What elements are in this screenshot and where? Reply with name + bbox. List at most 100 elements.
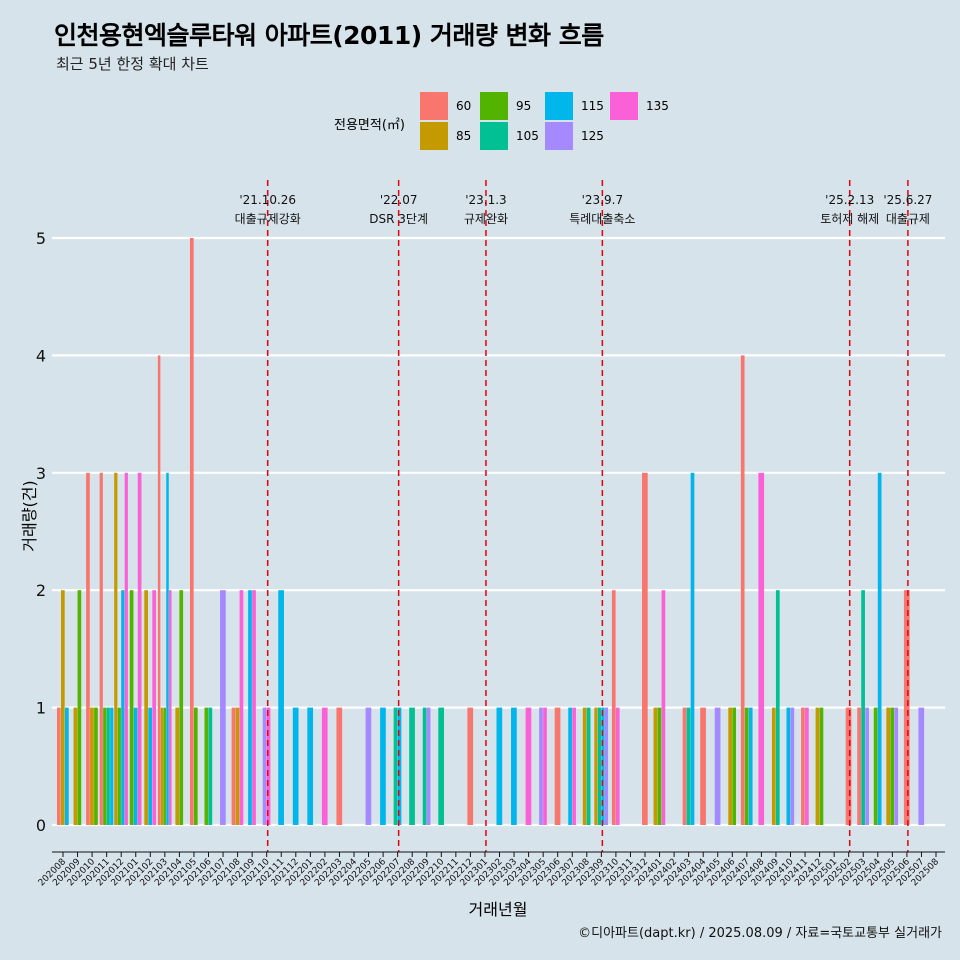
event-date-label: '22.07: [380, 193, 418, 207]
bar-105-202210: [438, 707, 444, 825]
bar-95-202406: [732, 707, 736, 825]
event-label: DSR 3단계: [369, 212, 428, 226]
bar-115-202403: [690, 472, 695, 825]
legend-swatch-95: [480, 92, 508, 120]
bar-135-202401: [661, 590, 666, 825]
bar-115-202206: [380, 707, 386, 825]
event-label: 토허제 해제: [820, 212, 879, 226]
bar-115-202111: [278, 590, 284, 825]
bar-115-202207: [397, 707, 402, 825]
bar-85-202108: [235, 707, 240, 825]
bar-85-202309: [594, 707, 598, 825]
bar-115-202011: [110, 707, 114, 825]
bar-115-202102: [148, 707, 152, 825]
y-tick-label: 0: [36, 816, 46, 835]
bar-60-202011: [99, 472, 103, 825]
bar-115-202303: [511, 707, 517, 825]
bar-135-202304: [525, 707, 532, 825]
bar-85-202401: [653, 707, 658, 825]
bar-105-202403: [686, 707, 691, 825]
bar-60-202506: [903, 590, 910, 825]
bar-85-202406: [728, 707, 732, 825]
chart-subtitle: 최근 5년 한정 확대 차트: [56, 55, 209, 73]
bar-115-202201: [307, 707, 314, 825]
bar-60-202008: [57, 707, 61, 825]
bar-125-202503: [865, 707, 869, 825]
bar-60-202203: [336, 707, 343, 825]
bar-125-202205: [365, 707, 372, 825]
event-label: 특례대출축소: [569, 212, 635, 226]
bar-135-202110: [266, 707, 271, 825]
bar-115-202008: [65, 707, 69, 825]
bar-115-202101: [133, 707, 138, 825]
legend-label-105: 105: [516, 129, 539, 143]
bar-60-202404: [700, 707, 706, 825]
legend-label-85: 85: [456, 129, 472, 143]
bar-95-202012: [117, 707, 121, 825]
bar-95-202407: [744, 707, 749, 825]
bar-60-202103: [157, 355, 161, 825]
bar-115-202407: [748, 707, 753, 825]
event-date-label: '25.2.13: [825, 193, 874, 207]
bar-135-202109: [252, 590, 256, 825]
bar-95-202504: [873, 707, 878, 825]
event-label: 대출규제강화: [235, 212, 301, 226]
bar-85-202010: [90, 707, 94, 825]
bar-60-202312: [642, 472, 648, 825]
event-date-label: '25.6.27: [883, 193, 932, 207]
bar-85-202412: [815, 707, 820, 825]
y-tick-label: 1: [36, 699, 46, 718]
legend-label-115: 115: [581, 99, 604, 113]
bar-95-202105: [193, 707, 198, 825]
event-label: 대출규제: [886, 212, 930, 226]
bar-95-202505: [890, 707, 895, 825]
bar-135-202108: [239, 590, 244, 825]
bar-115-202410: [786, 707, 791, 825]
bar-95-202412: [819, 707, 824, 825]
bar-115-202504: [877, 472, 882, 825]
bar-115-202112: [292, 707, 299, 825]
bar-60-202105: [189, 238, 194, 825]
bar-105-202503: [861, 590, 865, 825]
bar-125-202209: [426, 707, 431, 825]
bar-95-202401: [657, 707, 662, 825]
bar-125-202405: [714, 707, 721, 825]
bar-60-202306: [554, 707, 561, 825]
bar-95-202010: [94, 707, 98, 825]
bar-125-202410: [790, 707, 795, 825]
bar-115-202012: [121, 590, 125, 825]
event-date-label: '23.9.7: [582, 193, 623, 207]
bar-60-202310: [611, 590, 616, 825]
bar-85-202104: [175, 707, 180, 825]
y-tick-label: 3: [36, 464, 46, 483]
bar-60-202503: [857, 707, 861, 825]
legend-swatch-60: [420, 92, 448, 120]
bar-125-202305: [539, 707, 543, 825]
bar-60-202212: [467, 707, 474, 825]
bar-60-202108: [231, 707, 236, 825]
bar-60-202403: [682, 707, 687, 825]
bar-135-202408: [758, 472, 765, 825]
legend-title: 전용면적(㎡): [334, 118, 405, 133]
bar-125-202507: [918, 707, 925, 825]
bar-85-202008: [61, 590, 65, 825]
source-caption: ©디아파트(dapt.kr) / 2025.08.09 / 자료=국토교통부 실…: [578, 926, 942, 941]
bar-125-202107: [220, 590, 226, 825]
x-axis-label: 거래년월: [468, 900, 528, 919]
bar-95-202009: [77, 590, 82, 825]
bar-135-202202: [321, 707, 328, 825]
bar-115-202103: [166, 472, 169, 825]
legend-swatch-125: [545, 122, 573, 150]
legend-swatch-85: [420, 122, 448, 150]
legend-label-135: 135: [646, 99, 669, 113]
bar-125-202309: [604, 707, 609, 825]
bar-105-202207: [393, 707, 398, 825]
legend-swatch-135: [610, 92, 638, 120]
bar-95-202101: [129, 590, 134, 825]
legend-swatch-105: [480, 122, 508, 150]
bar-85-202409: [771, 707, 776, 825]
y-axis-label: 거래량(건): [20, 480, 39, 552]
bar-95-202106: [204, 707, 209, 825]
bar-115-202302: [496, 707, 503, 825]
